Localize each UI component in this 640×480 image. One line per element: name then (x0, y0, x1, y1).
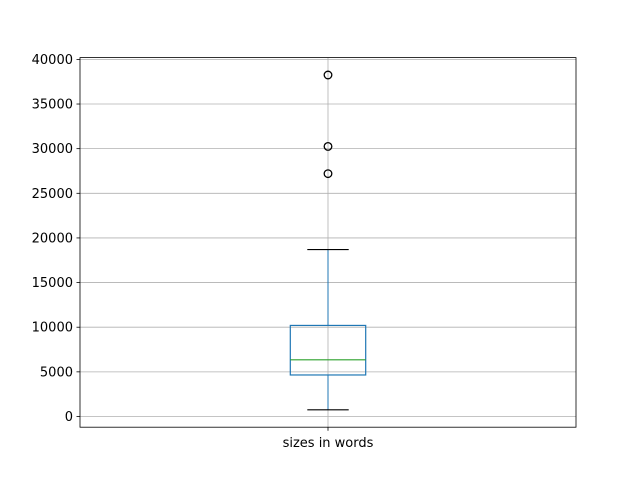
box (289, 324, 367, 376)
y-tick-label: 35000 (32, 98, 73, 113)
outlier-point (323, 141, 333, 151)
y-tick-label: 5000 (40, 365, 73, 380)
y-tick-label: 40000 (32, 53, 73, 68)
y-tick-label: 20000 (32, 231, 73, 246)
outlier-point (323, 169, 333, 179)
y-tick-label: 30000 (32, 142, 73, 157)
y-tick-label: 10000 (32, 321, 73, 336)
y-tick-label: 15000 (32, 276, 73, 291)
outlier-point (323, 70, 333, 80)
y-tick-label: 25000 (32, 187, 73, 202)
x-tick-label: sizes in words (283, 436, 374, 451)
y-tick-label: 0 (65, 410, 73, 425)
